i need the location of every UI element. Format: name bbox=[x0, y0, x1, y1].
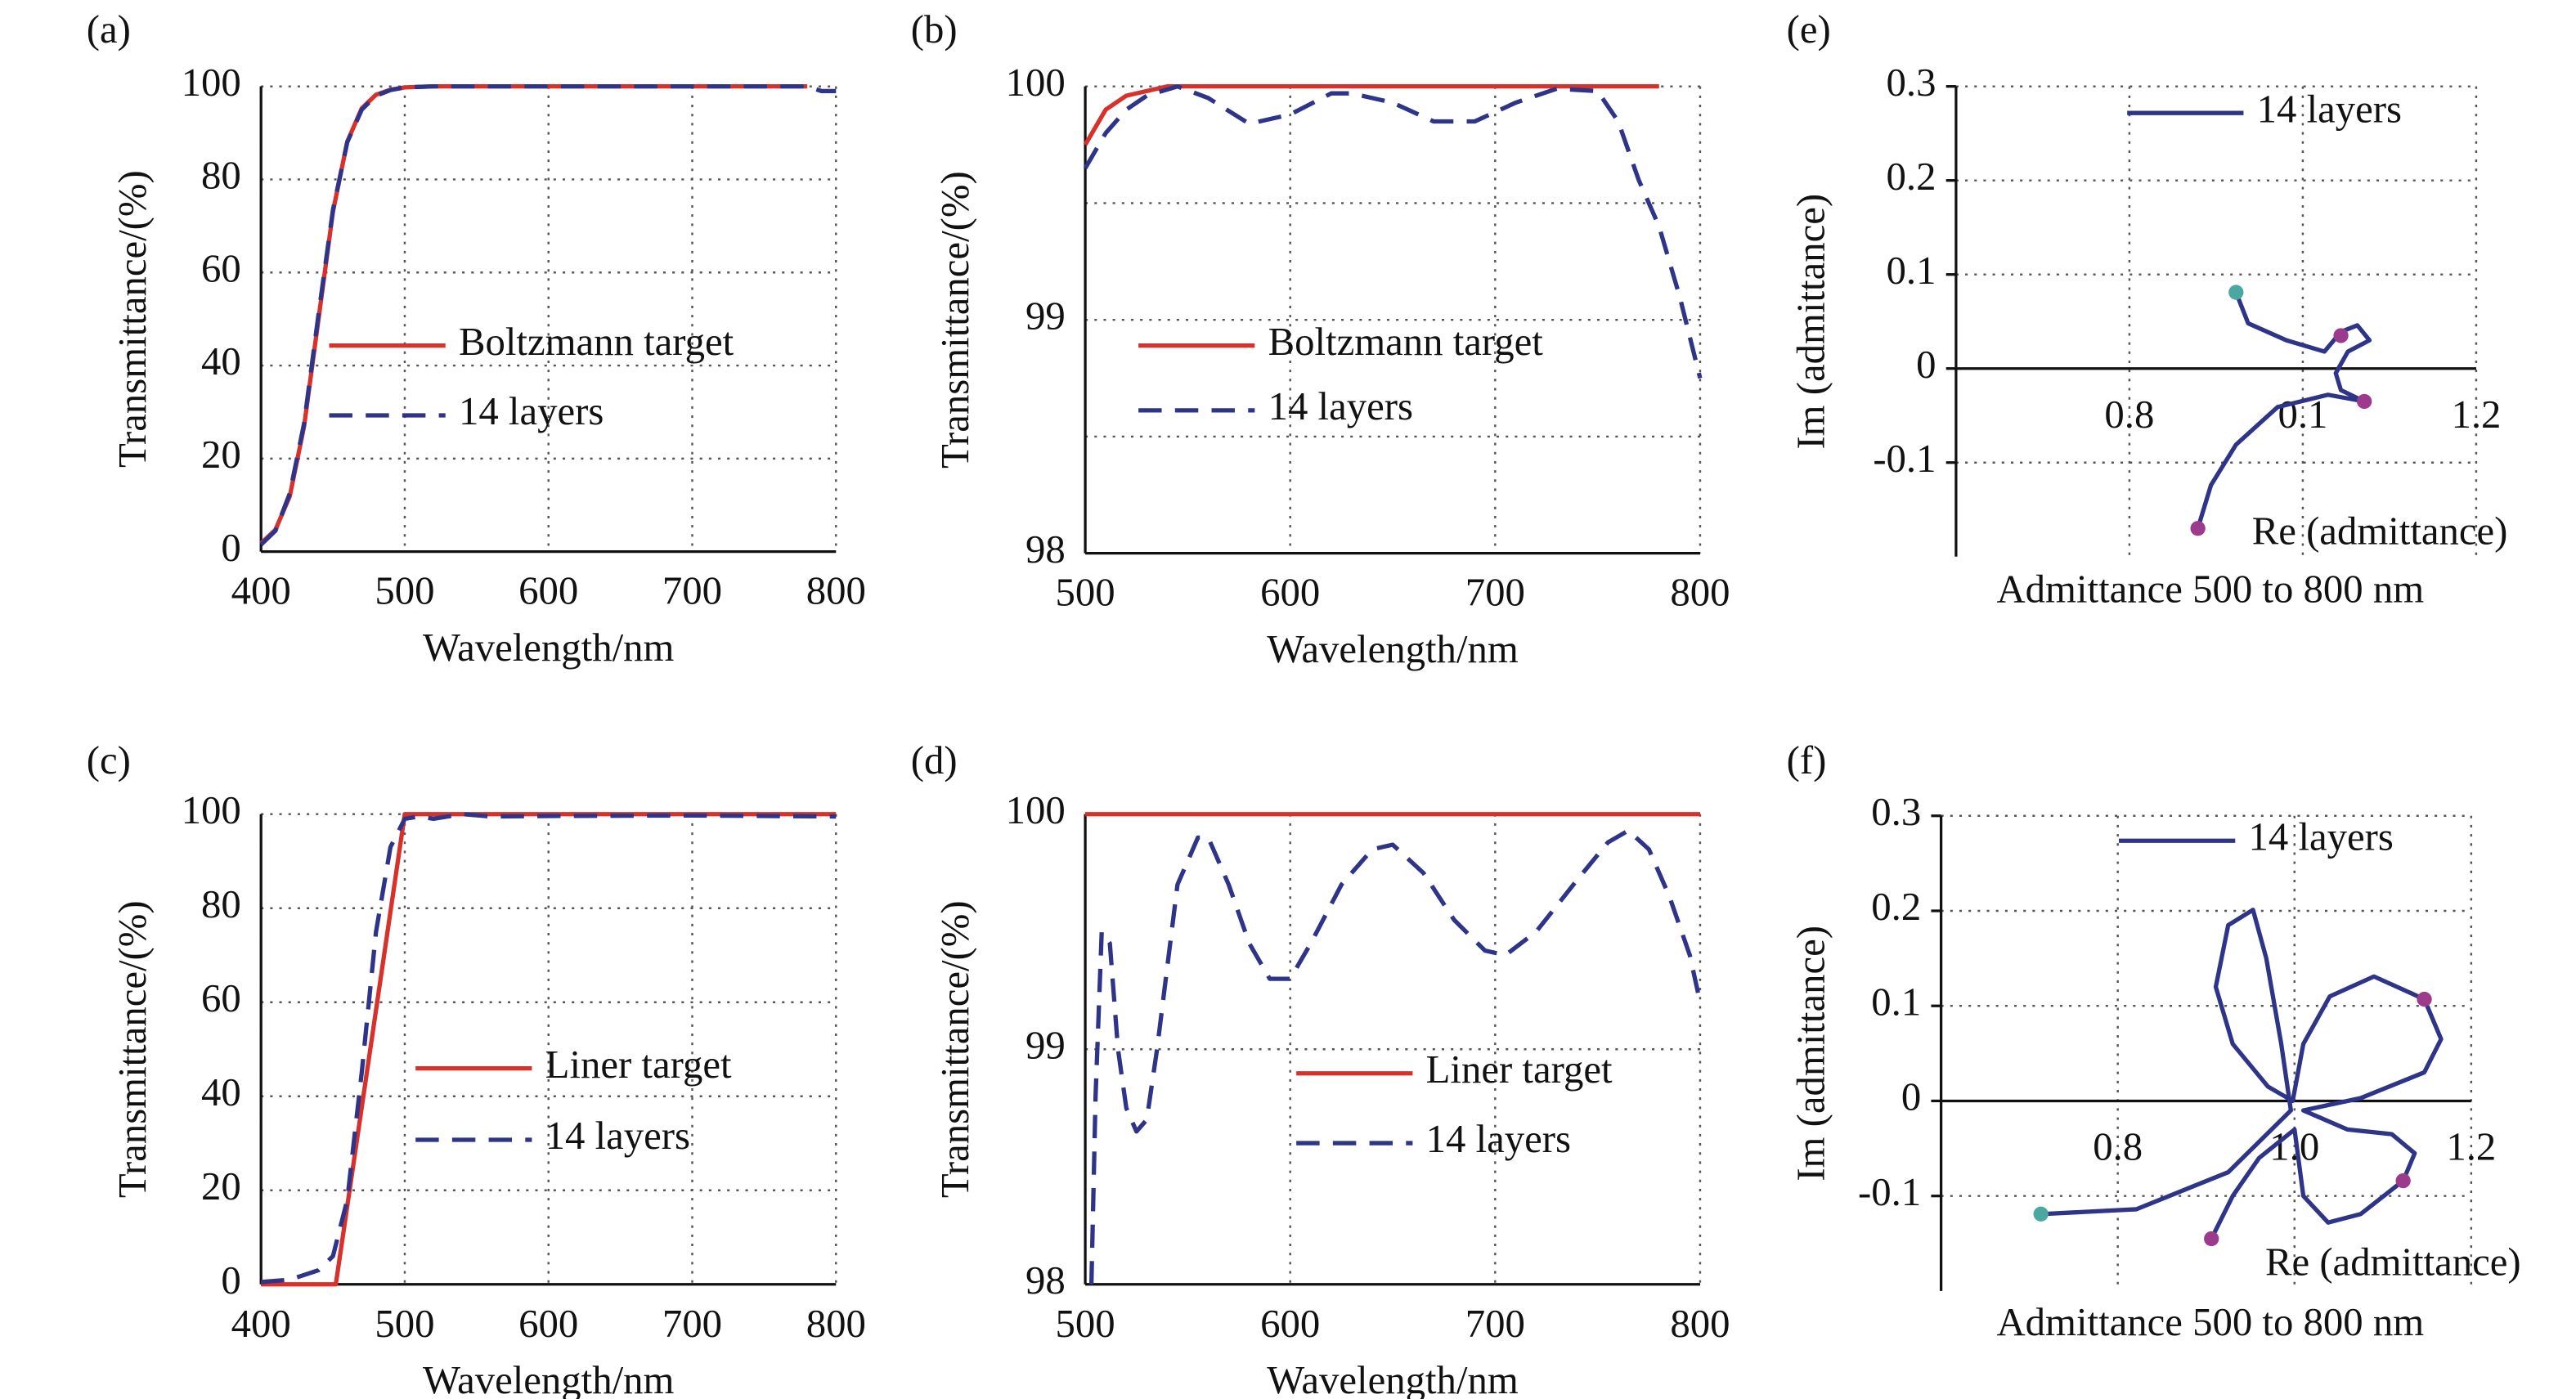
marker bbox=[2228, 285, 2244, 300]
legend-label: 14 layers bbox=[545, 1114, 690, 1158]
y-axis-label: Im (admittance) bbox=[1788, 194, 1833, 450]
y-tick-label: 0.3 bbox=[1887, 61, 1936, 105]
panel-label: (b) bbox=[911, 7, 958, 52]
legend-label: Liner target bbox=[1426, 1047, 1613, 1092]
y-tick-label: 98 bbox=[1025, 1258, 1066, 1303]
panel-label: (c) bbox=[87, 738, 131, 782]
x-tick-label: 400 bbox=[231, 569, 291, 613]
y-tick-label: 100 bbox=[182, 61, 241, 105]
y-tick-label: 60 bbox=[201, 246, 241, 290]
marker bbox=[2395, 1173, 2411, 1189]
y-tick-label: 0.1 bbox=[1871, 980, 1921, 1024]
y-tick-label: 20 bbox=[201, 1164, 241, 1208]
y-tick-label: 100 bbox=[1006, 61, 1066, 105]
y-tick-label: 100 bbox=[182, 788, 241, 832]
legend-label: 14 layers bbox=[2249, 814, 2394, 859]
series-line bbox=[260, 812, 837, 1285]
y-tick-label: 40 bbox=[201, 339, 241, 383]
marker bbox=[2357, 393, 2372, 410]
y-tick-label: 0 bbox=[1916, 343, 1936, 387]
y-axis-label: Transmittance/(%) bbox=[110, 170, 155, 468]
legend-label: Boltzmann target bbox=[459, 320, 734, 364]
x-tick-label: 0.8 bbox=[2093, 1125, 2143, 1169]
x-tick-label: 700 bbox=[662, 1302, 722, 1346]
x-tick-label: 500 bbox=[375, 1302, 434, 1346]
series-line bbox=[2040, 908, 2444, 1240]
x-tick-label: 800 bbox=[1670, 1302, 1730, 1346]
x-axis-label: Wavelength/nm bbox=[423, 1358, 675, 1399]
x-axis-label: Re (admittance) bbox=[2265, 1240, 2521, 1285]
y-axis-label: Transmittance/(%) bbox=[933, 900, 977, 1198]
x-tick-label: 500 bbox=[1056, 1302, 1115, 1346]
y-axis-label: Im (admittance) bbox=[1788, 926, 1833, 1182]
x-tick-label: 600 bbox=[1260, 571, 1320, 615]
x-tick-label: 1.2 bbox=[2446, 1125, 2496, 1169]
x-axis-label: Wavelength/nm bbox=[1267, 627, 1519, 671]
y-tick-label: 80 bbox=[201, 154, 241, 198]
y-tick-label: 0 bbox=[221, 526, 240, 570]
panel-label: (f) bbox=[1787, 738, 1827, 782]
x-tick-label: 700 bbox=[1465, 571, 1525, 615]
x-axis-label: Re (admittance) bbox=[2252, 509, 2508, 554]
x-tick-label: 0.8 bbox=[2104, 392, 2154, 437]
y-tick-label: 0.3 bbox=[1871, 790, 1921, 834]
y-tick-label: 0 bbox=[1901, 1075, 1921, 1119]
y-tick-label: 20 bbox=[201, 433, 241, 477]
x-tick-label: 600 bbox=[1260, 1302, 1320, 1346]
marker bbox=[2190, 521, 2206, 536]
y-tick-label: 98 bbox=[1025, 527, 1066, 572]
x-tick-label: 500 bbox=[1056, 571, 1115, 615]
y-tick-label: 0 bbox=[221, 1258, 240, 1303]
panel-label: (d) bbox=[911, 738, 958, 782]
legend-label: 14 layers bbox=[1426, 1117, 1571, 1161]
x-axis-label: Wavelength/nm bbox=[1267, 1358, 1519, 1399]
panel-label: (a) bbox=[87, 7, 131, 52]
y-tick-label: 40 bbox=[201, 1070, 241, 1114]
legend-label: 14 layers bbox=[1268, 384, 1413, 428]
x-axis-label: Wavelength/nm bbox=[423, 626, 675, 670]
x-tick-label: 700 bbox=[662, 569, 722, 613]
series-line bbox=[1083, 84, 1659, 146]
legend-label: Liner target bbox=[545, 1043, 732, 1087]
x-tick-label: 400 bbox=[231, 1302, 291, 1346]
caption: Admittance 500 to 800 nm bbox=[1996, 567, 2424, 612]
x-tick-label: 800 bbox=[1670, 571, 1730, 615]
y-tick-label: 99 bbox=[1025, 1023, 1066, 1067]
series-line bbox=[259, 84, 837, 547]
legend-label: Boltzmann target bbox=[1268, 320, 1544, 364]
y-tick-label: 100 bbox=[1006, 788, 1066, 832]
legend-label: 14 layers bbox=[459, 389, 604, 433]
x-tick-label: 600 bbox=[518, 569, 578, 613]
x-tick-label: 700 bbox=[1465, 1302, 1525, 1346]
x-tick-label: 800 bbox=[806, 1302, 866, 1346]
caption: Admittance 500 to 800 nm bbox=[1996, 1300, 2424, 1344]
x-tick-label: 1.2 bbox=[2451, 392, 2501, 437]
x-tick-label: 500 bbox=[375, 569, 434, 613]
x-tick-label: 600 bbox=[518, 1302, 578, 1346]
y-tick-label: -0.1 bbox=[1873, 437, 1936, 481]
legend-label: 14 layers bbox=[2257, 87, 2402, 131]
y-axis-label: Transmittance/(%) bbox=[110, 900, 155, 1198]
x-tick-label: 800 bbox=[806, 569, 866, 613]
y-tick-label: -0.1 bbox=[1858, 1170, 1921, 1214]
marker bbox=[2033, 1206, 2049, 1222]
marker bbox=[2333, 328, 2349, 343]
y-tick-label: 60 bbox=[201, 976, 241, 1020]
y-axis-label: Transmittance/(%) bbox=[933, 171, 977, 469]
series-line bbox=[1088, 828, 1703, 1285]
y-tick-label: 99 bbox=[1025, 294, 1066, 338]
marker bbox=[2204, 1231, 2219, 1247]
y-tick-label: 0.1 bbox=[1887, 249, 1936, 293]
y-tick-label: 80 bbox=[201, 882, 241, 926]
y-tick-label: 0.2 bbox=[1871, 885, 1921, 929]
y-tick-label: 0.2 bbox=[1887, 155, 1936, 199]
series-line bbox=[2196, 291, 2372, 529]
panel-label: (e) bbox=[1787, 7, 1831, 52]
marker bbox=[2417, 991, 2432, 1007]
